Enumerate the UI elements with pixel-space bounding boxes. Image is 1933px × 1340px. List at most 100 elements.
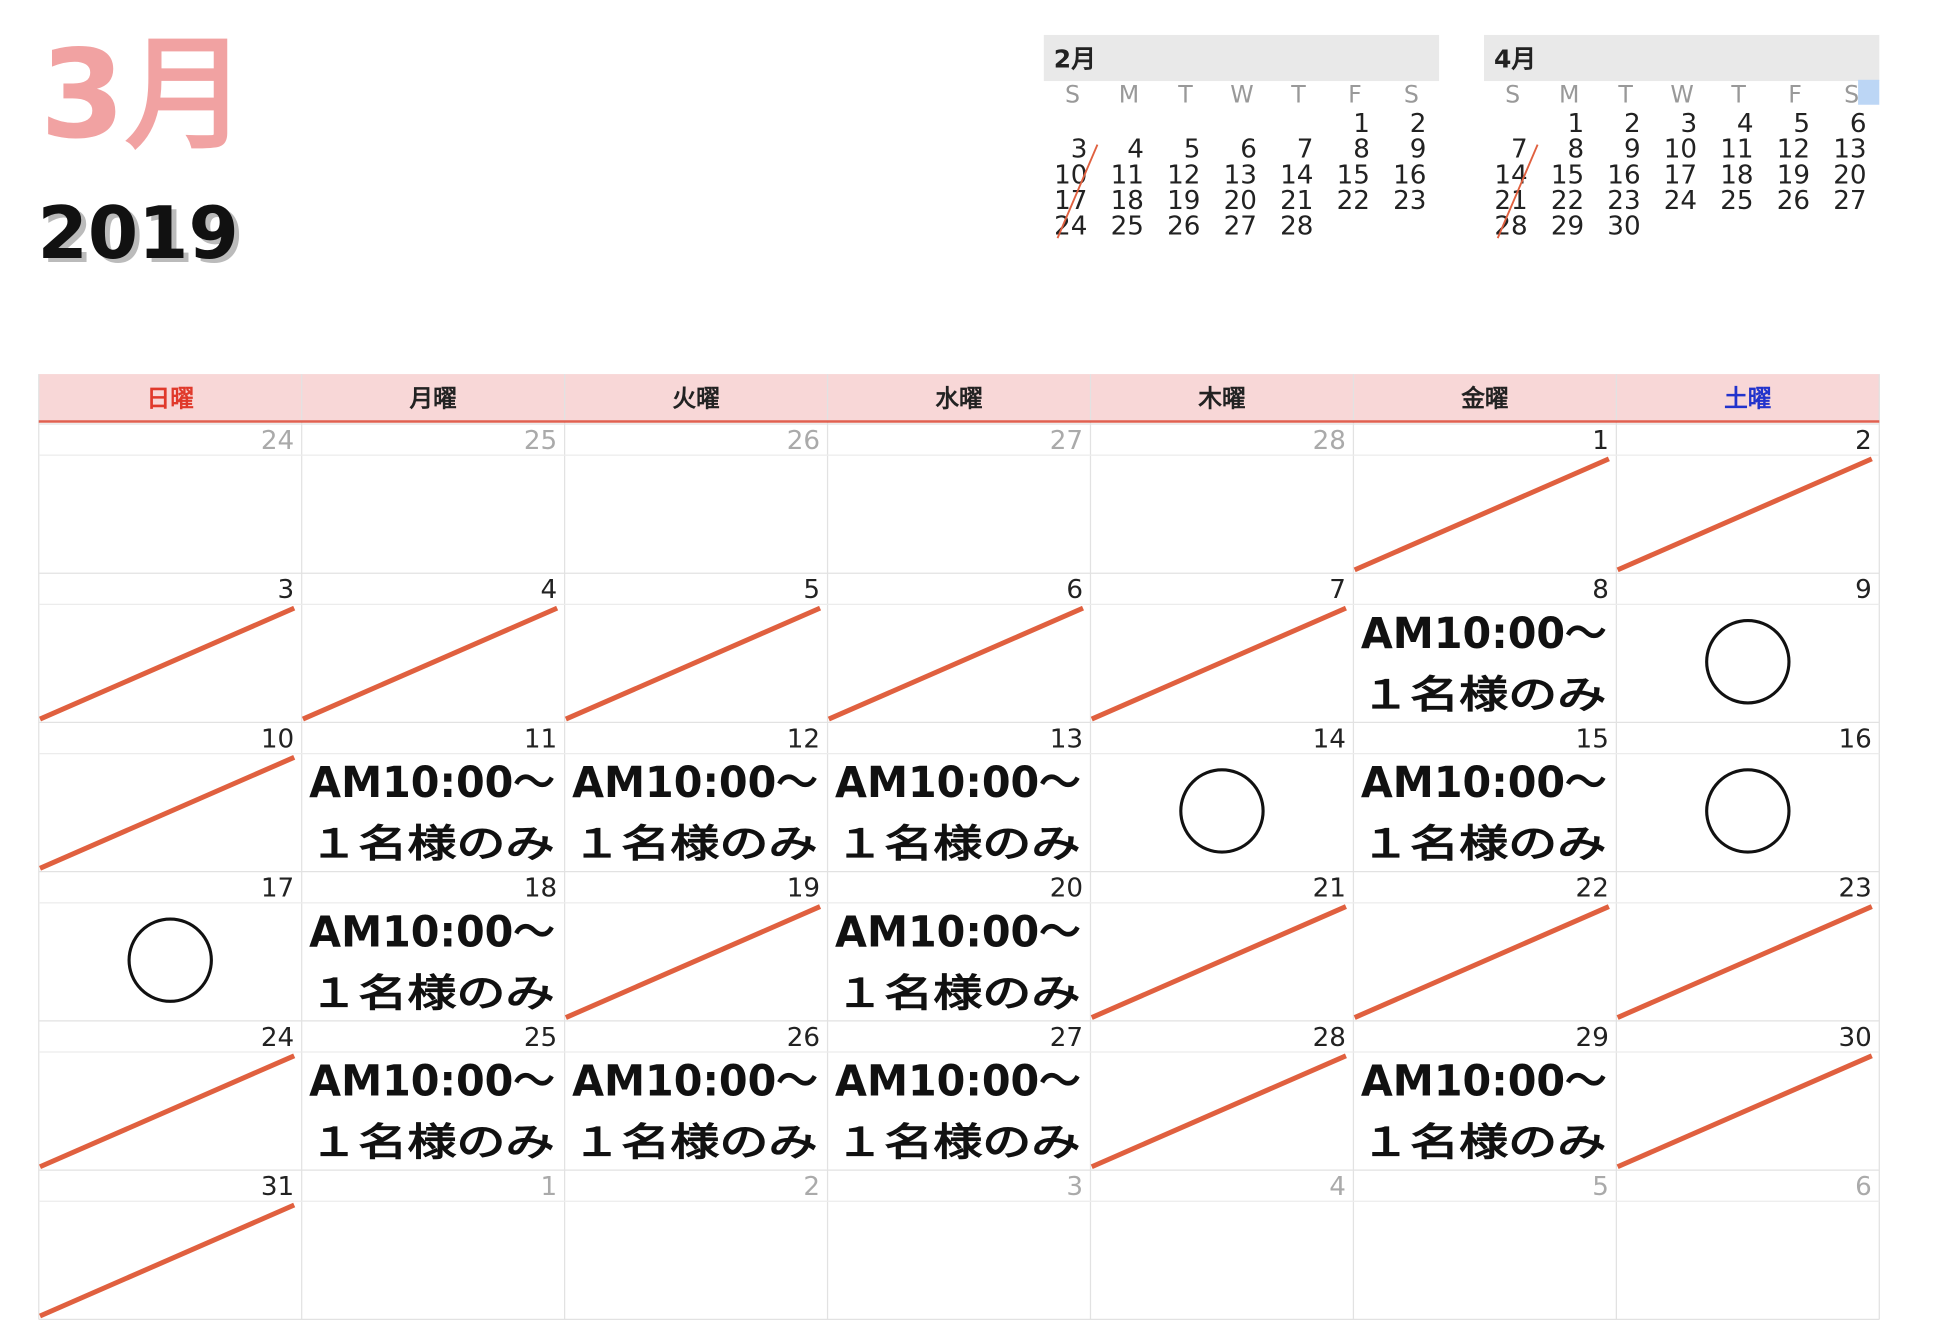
mini-day: 9 (1624, 135, 1641, 165)
day-number: 3 (278, 575, 295, 605)
mini-weekday: F (1348, 80, 1362, 108)
day-number: 4 (540, 575, 557, 605)
slot-text: AM10:00〜 (1361, 609, 1606, 658)
day-number: 15 (1576, 724, 1609, 754)
day-number: 27 (1050, 1023, 1083, 1053)
mini-day: 14 (1494, 160, 1527, 190)
mini-day: 16 (1393, 160, 1426, 190)
mini-day: 3 (1680, 109, 1697, 139)
slash-mark (38, 605, 296, 722)
day-number: 16 (1838, 724, 1871, 754)
day-number: 25 (524, 426, 557, 456)
day-number: 25 (524, 1023, 557, 1053)
mini-day: 21 (1280, 186, 1313, 216)
mini-day: 28 (1280, 211, 1313, 241)
mini-day: 28 (1494, 211, 1527, 241)
weekday-label: 金曜 (1460, 385, 1508, 413)
mini-weekday: T (1617, 80, 1633, 108)
mini-day: 21 (1494, 186, 1527, 216)
mini-day: 24 (1054, 211, 1087, 241)
day-number: 24 (261, 1023, 294, 1053)
mini-day: 20 (1224, 186, 1257, 216)
mini-day: 6 (1240, 135, 1257, 165)
day-number: 29 (1576, 1023, 1609, 1053)
slash-mark (1616, 1053, 1873, 1170)
mini-weekday: W (1670, 80, 1693, 108)
mini-day: 13 (1224, 160, 1257, 190)
mini-day: 22 (1337, 186, 1370, 216)
mini-day: 1 (1353, 109, 1370, 139)
mini-weekday: F (1788, 80, 1802, 108)
slash-mark (564, 904, 822, 1020)
day-number: 8 (1592, 575, 1609, 605)
day-number: 10 (261, 724, 294, 754)
mini-weekday: S (1404, 80, 1419, 108)
slash-mark (1090, 904, 1347, 1020)
day-number: 2 (803, 1172, 820, 1202)
highlight (1858, 79, 1880, 105)
mini-day: 5 (1184, 135, 1201, 165)
mini-day: 3 (1071, 135, 1088, 165)
mini-day: 7 (1511, 135, 1528, 165)
mini-day: 4 (1737, 109, 1754, 139)
day-number: 2 (1855, 426, 1872, 456)
circle-mark (1705, 768, 1791, 854)
slot-text: AM10:00〜 (1361, 758, 1606, 807)
slash-mark (38, 1053, 296, 1170)
mini-day: 19 (1777, 160, 1810, 190)
mini-day: 12 (1167, 160, 1200, 190)
mini-weekday: M (1119, 80, 1139, 108)
circle-mark (1705, 619, 1791, 705)
mini-day: 16 (1607, 160, 1640, 190)
mini-header (1483, 34, 1880, 82)
mini-day: 2 (1410, 109, 1427, 139)
day-number: 5 (1592, 1172, 1609, 1202)
mini-day: 29 (1551, 211, 1584, 241)
mini-day: 8 (1353, 135, 1370, 165)
slot-text: AM10:00〜 (309, 758, 554, 807)
year-title: 2019 (38, 192, 239, 276)
day-number: 7 (1329, 575, 1346, 605)
day-number: 1 (1592, 426, 1609, 456)
slash-mark (1616, 904, 1873, 1020)
mini-day: 10 (1054, 160, 1087, 190)
slash-mark (564, 605, 822, 722)
slot-text: AM10:00〜 (1361, 1057, 1606, 1106)
weekday-label: 日曜 (147, 385, 194, 413)
weekday-label: 水曜 (935, 385, 982, 413)
slot-text: AM10:00〜 (572, 1057, 817, 1106)
mini-day: 24 (1664, 186, 1697, 216)
mini-day: 11 (1720, 135, 1753, 165)
circle-mark (1179, 768, 1265, 854)
mini-day: 7 (1297, 135, 1314, 165)
mini-weekday: T (1730, 80, 1746, 108)
day-number: 6 (1066, 575, 1083, 605)
mini-weekday: T (1290, 80, 1306, 108)
mini-title: 4月 (1494, 44, 1536, 73)
day-number: 22 (1576, 874, 1609, 904)
mini-weekday: W (1230, 80, 1253, 108)
day-number: 17 (261, 874, 294, 904)
slash-mark (1090, 1053, 1347, 1170)
mini-header (1043, 34, 1440, 82)
day-number: 14 (1313, 724, 1346, 754)
slot-text: １名様のみ (835, 822, 1080, 867)
day-number: 26 (787, 426, 820, 456)
day-number: 6 (1855, 1172, 1872, 1202)
slot-text: AM10:00〜 (835, 907, 1080, 956)
mini-slash (1496, 144, 1539, 239)
day-number: 9 (1855, 575, 1872, 605)
day-number: 18 (524, 874, 557, 904)
day-number: 11 (524, 724, 557, 754)
mini-weekday: M (1559, 80, 1579, 108)
slot-text: １名様のみ (1361, 1121, 1606, 1166)
mini-day: 26 (1777, 186, 1810, 216)
mini-day: 17 (1054, 186, 1087, 216)
day-number: 27 (1050, 426, 1083, 456)
mini-day: 30 (1607, 211, 1640, 241)
slash-mark (38, 1202, 296, 1319)
mini-day: 23 (1393, 186, 1426, 216)
slot-text: AM10:00〜 (835, 1057, 1080, 1106)
weekday-label: 木曜 (1197, 385, 1245, 413)
